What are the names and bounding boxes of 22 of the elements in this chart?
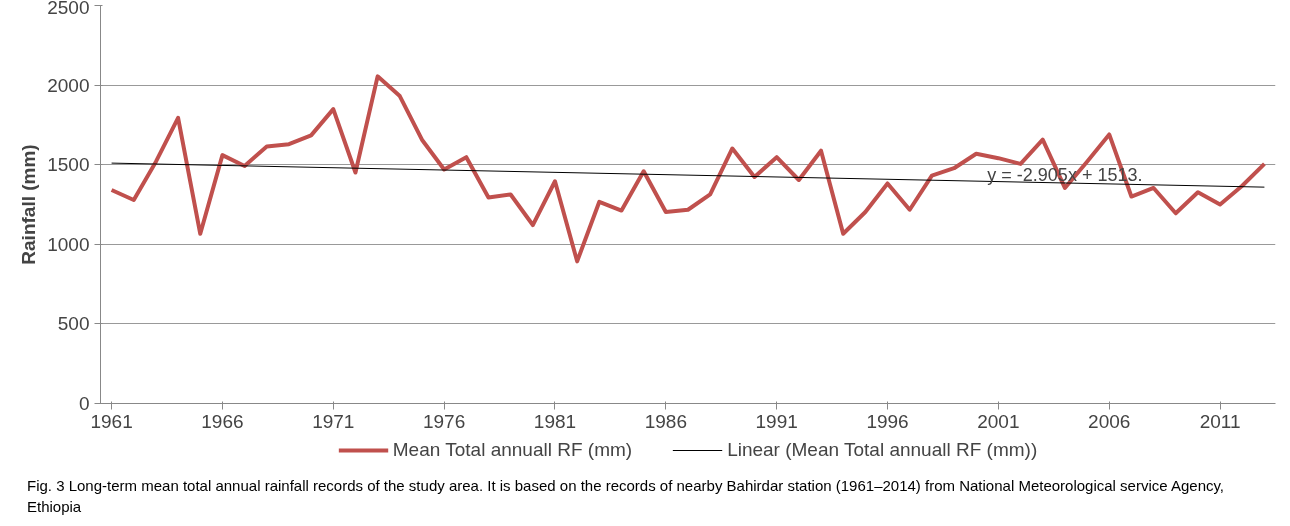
caption: Fig. 3 Long-term mean total annual rainfall records of the study area. It is based on the records of nearby Bahirdar station (1961–2014) from National Meteorological service Agency, Ethiopia [26,476,1226,518]
y-tick-label: 1500 [47,154,90,176]
legend-label: Linear (Mean Total annuall RF (mm)) [727,439,1038,461]
x-tick-label: 1961 [90,410,133,432]
legend-label: Mean Total annuall RF (mm) [392,439,633,461]
y-axis-title: Rainfall (mm) [18,144,40,265]
x-tick-label: 1986 [644,410,687,432]
y-tick-label: 2500 [47,0,90,18]
x-tick-label: 2011 [1199,410,1241,432]
x-tick-label: 1991 [755,410,798,432]
x-tick-label: 1976 [423,410,466,432]
y-tick-label: 1000 [47,233,90,255]
x-tick-label: 1966 [201,410,244,432]
y-tick-label: 500 [57,313,90,335]
x-tick-label: 1981 [533,410,577,432]
y-tick-label: 2000 [47,74,90,96]
x-tick-label: 2001 [977,410,1020,432]
y-tick-label: 0 [78,393,90,414]
line-series [109,74,1267,264]
x-tick-label: 2006 [1088,410,1131,432]
x-tick-label: 1996 [866,410,909,432]
x-tick-label: 1971 [312,410,355,432]
